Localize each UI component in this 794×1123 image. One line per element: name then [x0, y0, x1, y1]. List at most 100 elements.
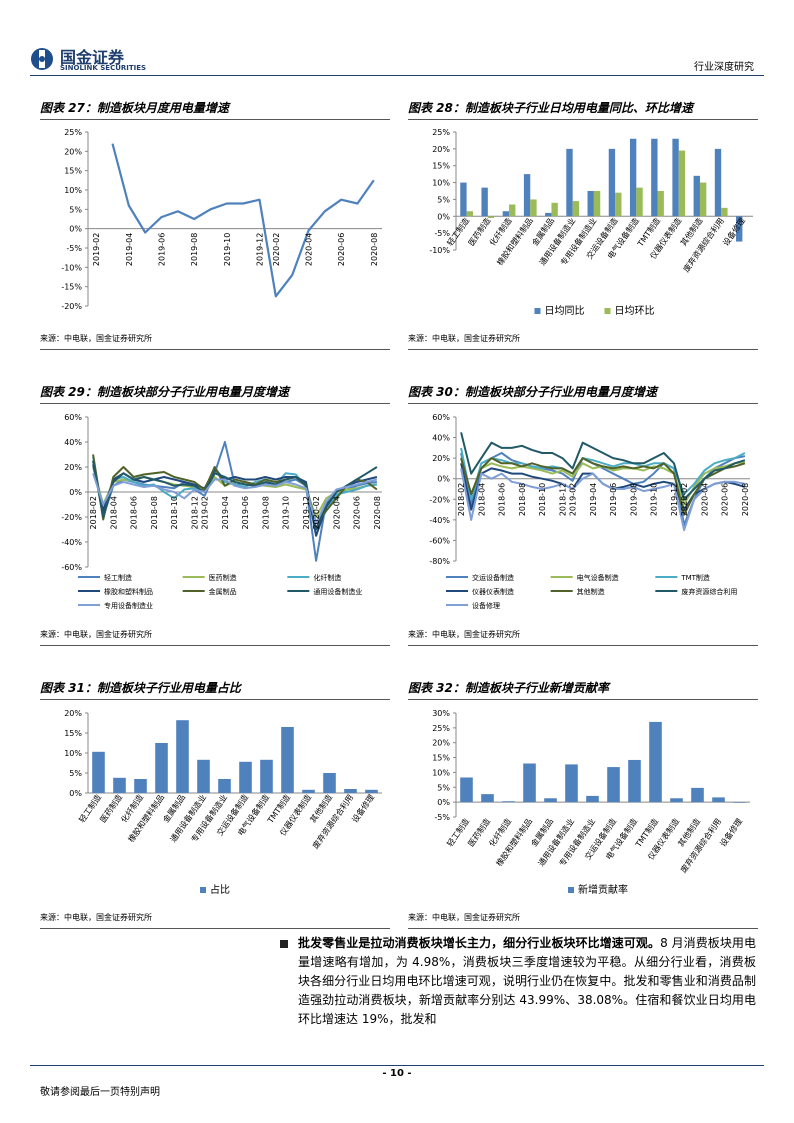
x-tick-label: 2019-02 — [201, 496, 210, 529]
y-tick-label: 5% — [437, 195, 450, 204]
x-tick-label: 2018-06 — [498, 483, 507, 516]
legend-swatch — [604, 308, 611, 314]
y-tick-label: 10% — [64, 749, 82, 758]
legend-label: 废弃资源综合利用 — [681, 587, 737, 596]
bar — [344, 789, 357, 793]
bar — [323, 773, 336, 793]
bar — [651, 138, 658, 217]
y-tick-label: 30% — [432, 709, 450, 718]
y-tick-label: 60% — [432, 413, 450, 422]
y-tick-label: -10% — [429, 246, 450, 255]
bar — [281, 727, 294, 793]
legend-label: 设备修理 — [472, 601, 500, 610]
bar — [113, 777, 126, 793]
bar — [736, 216, 743, 242]
x-tick-label: 2018-10 — [170, 496, 179, 529]
source: 来源：中电联，国金证券研究所 — [40, 912, 390, 929]
x-tick-label: 2020-02 — [680, 483, 689, 516]
x-tick-label: 2018-10 — [538, 483, 547, 516]
x-tick-label: 2019-08 — [629, 483, 638, 516]
chart: -5%0%5%10%15%20%25%30%轻工制造医药制造化纤制造橡胶和塑料制… — [432, 709, 750, 896]
x-tick-label: 2020-02 — [312, 496, 321, 529]
footer-note: 敬请参阅最后一页特别声明 — [40, 1087, 160, 1098]
bar — [530, 199, 537, 217]
legend-label: 交运设备制造 — [472, 573, 514, 582]
line — [92, 454, 378, 525]
legend-label: 金属制品 — [209, 587, 237, 596]
y-tick-label: -5% — [66, 244, 82, 253]
legend-label: 日均环比 — [615, 305, 655, 317]
legend-label: 新增贡献率 — [578, 883, 628, 896]
y-tick-label: 0% — [69, 789, 82, 798]
bullet — [280, 940, 288, 948]
bar — [544, 798, 557, 803]
y-tick-label: 15% — [432, 162, 450, 171]
bar — [628, 759, 641, 803]
bar — [545, 212, 552, 217]
y-tick-label: -20% — [61, 302, 82, 311]
x-tick-label: 2018-08 — [518, 483, 527, 516]
legend-label: 其他制造 — [577, 587, 605, 596]
line — [460, 447, 746, 501]
y-tick-label: -15% — [61, 283, 82, 292]
legend-label: 专用设备制造业 — [104, 601, 153, 610]
logo-icon — [31, 48, 53, 70]
x-tick-label: 2019-06 — [609, 483, 618, 516]
chart: -20% -15% -10% -5% 0% 5% 10% 15% 20% 25% 2019-02 20… — [61, 128, 382, 311]
bar — [197, 759, 210, 793]
chart-title: 图表 28：制造板块子行业日均用电量同比、环比增速 — [408, 99, 758, 120]
bar — [481, 187, 488, 217]
source: 来源：中电联，国金证券研究所 — [408, 912, 758, 929]
bar — [551, 202, 558, 217]
legend-swatch — [568, 887, 574, 893]
x-tick-label: 2020-04 — [305, 233, 314, 266]
y-tick-label: -60% — [61, 563, 82, 572]
y-tick-label: 20% — [432, 739, 450, 748]
bar — [670, 798, 683, 803]
bar — [502, 211, 510, 217]
bar — [636, 187, 643, 217]
bar — [593, 191, 601, 217]
bar — [302, 789, 315, 793]
chart-title: 图表 30：制造板块部分子行业用电量月度增速 — [408, 383, 758, 404]
x-tick-label: 2019-12 — [670, 483, 679, 516]
y-tick-label: -20% — [429, 495, 450, 504]
lead: 批发零售业是拉动消费板块增长主力，细分行业板块环比增速可观。 — [298, 936, 661, 950]
bar — [92, 751, 105, 793]
page-number: - 10 - — [382, 1068, 412, 1079]
x-tick-label: 2019-02 — [92, 233, 101, 266]
bar — [607, 767, 620, 803]
y-tick-label: 20% — [64, 709, 82, 718]
x-tick-label: 2020-06 — [353, 496, 362, 529]
bar — [134, 779, 147, 793]
y-tick-label: 0% — [69, 225, 82, 234]
bar — [714, 148, 722, 217]
y-tick-label: 10% — [432, 768, 450, 777]
chart: -10%-5%0%5%10%15%20%25%轻工制造医药制造化纤制造橡胶和塑料… — [429, 128, 753, 317]
line — [460, 457, 746, 516]
logo-en: SINOLINK SECURITIES — [60, 64, 147, 72]
bar — [502, 801, 515, 803]
legend-swatch — [200, 887, 206, 893]
source: 来源：中电联，国金证券研究所 — [40, 333, 390, 350]
y-tick-label: 20% — [432, 145, 450, 154]
body-paragraph: 批发零售业是拉动消费板块增长主力，细分行业板块环比增速可观。8 月消费板块用电量… — [298, 934, 756, 1029]
y-tick-label: -40% — [61, 538, 82, 547]
x-tick-label: 2018-04 — [109, 496, 118, 529]
legend-label: 化纤制造 — [313, 573, 341, 582]
x-tick-label: 2020-04 — [700, 483, 709, 516]
bar — [523, 174, 531, 217]
x-tick-label: 2019-04 — [589, 483, 598, 516]
x-tick-label: 2019-04 — [221, 496, 230, 529]
bar — [487, 216, 495, 218]
x-tick-label: 2018-02 — [89, 496, 98, 529]
bar — [460, 182, 467, 217]
bar — [565, 764, 578, 803]
x-tick-label: 2019-10 — [223, 233, 232, 266]
bar — [218, 779, 231, 793]
logo-cn: 国金证券 — [60, 48, 125, 67]
x-tick-label: 2019-02 — [569, 483, 578, 516]
y-tick-label: 20% — [64, 147, 82, 156]
line — [460, 432, 746, 501]
footer-rule — [30, 1065, 764, 1066]
